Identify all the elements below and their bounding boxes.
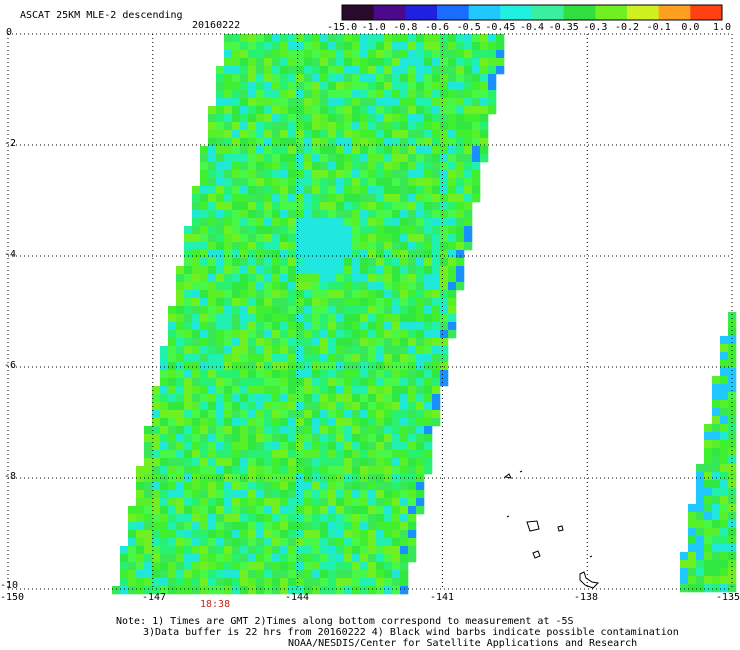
colorbar-label: -0.5: [456, 22, 481, 33]
swath-data-layer: [112, 34, 737, 595]
island-outline: [532, 550, 541, 559]
colorbar-label: -0.6: [425, 22, 450, 33]
lon-tick-label: -144: [285, 592, 310, 603]
island-outlines: [503, 470, 600, 589]
colorbar-label: -0.4: [520, 22, 545, 33]
colorbar: [341, 4, 723, 21]
lat-tick-label: -4: [4, 249, 17, 260]
colorbar-label: -1.0: [361, 22, 386, 33]
colorbar-label: -0.2: [615, 22, 640, 33]
island-outline: [503, 473, 512, 479]
lon-tick-label: -147: [142, 592, 167, 603]
lat-tick-label: 0: [6, 27, 13, 38]
colorbar-label: -0.45: [485, 22, 516, 33]
island-outline: [589, 555, 593, 558]
colorbar-swatch: [595, 5, 628, 20]
colorbar-swatch: [563, 5, 596, 20]
note-line-2: 3)Data buffer is 22 hrs from 20160222 4)…: [143, 627, 679, 638]
colorbar-swatch: [658, 5, 691, 20]
lat-tick-label: -2: [4, 138, 17, 149]
lat-tick-label: -8: [4, 471, 17, 482]
island-outline: [519, 470, 523, 473]
colorbar-label: -0.8: [393, 22, 418, 33]
lon-tick-label: -135: [716, 592, 740, 603]
island-outline: [506, 515, 510, 518]
lon-tick-label: -150: [0, 592, 25, 603]
colorbar-swatch: [437, 5, 470, 20]
lat-tick-label: -6: [4, 360, 17, 371]
colorbar-label: -0.3: [583, 22, 608, 33]
lon-tick-label: -138: [574, 592, 599, 603]
colorbar-label: -0.35: [548, 22, 579, 33]
colorbar-swatch: [500, 5, 533, 20]
colorbar-swatch: [342, 5, 375, 20]
colorbar-swatch: [405, 5, 438, 20]
product-title: ASCAT 25KM MLE-2 descending: [20, 10, 183, 21]
colorbar-label: -15.0: [327, 22, 358, 33]
lon-tick-label: -141: [430, 592, 455, 603]
island-outline: [557, 525, 564, 532]
colorbar-label: 1.0: [713, 22, 732, 33]
colorbar-label: -0.1: [646, 22, 671, 33]
colorbar-frame: [341, 4, 723, 21]
colorbar-swatch: [373, 5, 406, 20]
island-outline: [526, 520, 540, 532]
colorbar-label: 0.0: [681, 22, 700, 33]
pass-time-label: 18:38: [200, 599, 231, 610]
product-date: 20160222: [192, 20, 241, 31]
lat-tick-label: -10: [0, 580, 19, 591]
colorbar-swatch: [468, 5, 501, 20]
island-outline: [579, 571, 600, 589]
colorbar-swatch: [532, 5, 565, 20]
note-line-1: Note: 1) Times are GMT 2)Times along bot…: [116, 616, 574, 627]
graticule: [7, 33, 733, 590]
colorbar-swatch: [690, 5, 723, 20]
colorbar-swatch: [627, 5, 660, 20]
note-line-3: NOAA/NESDIS/Center for Satellite Applica…: [288, 638, 638, 649]
